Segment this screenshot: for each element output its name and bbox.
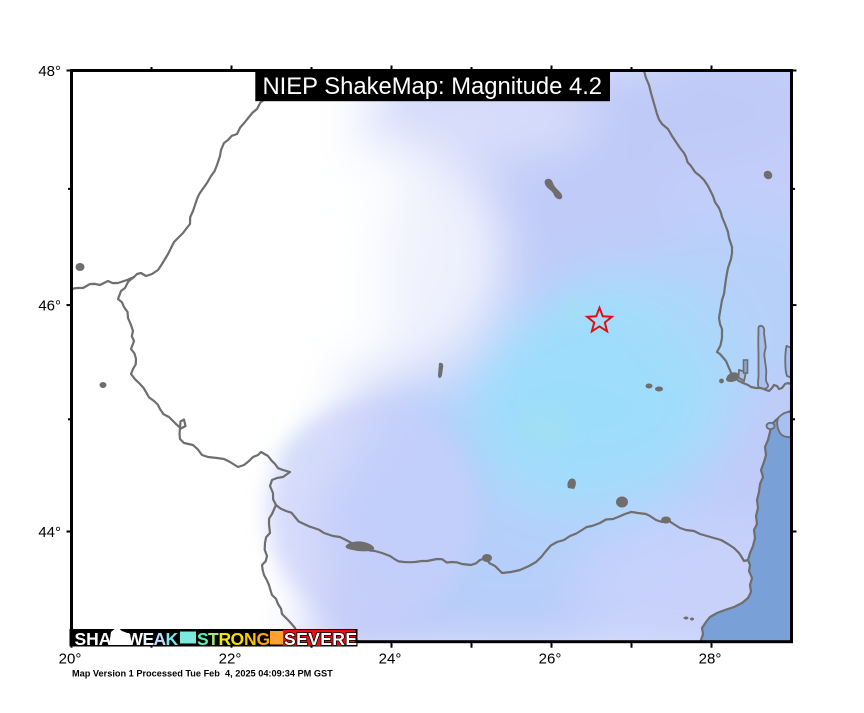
svg-text:48°: 48° [38,63,61,80]
svg-text:28°: 28° [699,651,722,668]
svg-text:NIEP ShakeMap: Magnitude 4.2: NIEP ShakeMap: Magnitude 4.2 [263,73,603,100]
svg-text:SEVERE: SEVERE [284,629,357,649]
svg-text:E: E [143,629,155,649]
svg-text:K: K [166,629,179,649]
svg-text:T: T [208,629,219,649]
svg-text:A: A [154,629,167,649]
svg-text:W: W [127,629,144,649]
svg-text:44°: 44° [38,524,61,541]
svg-text:20°: 20° [59,651,82,668]
svg-text:SHA: SHA [75,629,112,649]
svg-text:Map Version 1 Processed Tue Fe: Map Version 1 Processed Tue Feb 4, 2025 … [72,669,333,679]
svg-text:24°: 24° [379,651,402,668]
svg-text:46°: 46° [38,298,61,315]
svg-text:22°: 22° [219,651,242,668]
svg-text:S: S [197,629,209,649]
svg-text:R: R [219,629,232,649]
svg-text:O: O [231,629,245,649]
svg-text:N: N [244,629,257,649]
svg-text:G: G [257,629,271,649]
svg-text:26°: 26° [539,651,562,668]
